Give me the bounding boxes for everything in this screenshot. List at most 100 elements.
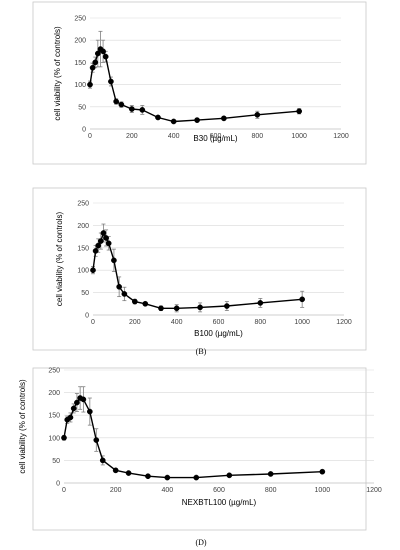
data-point bbox=[226, 472, 233, 479]
y-tick-label: 100 bbox=[74, 82, 86, 89]
data-point bbox=[108, 78, 114, 85]
data-point bbox=[221, 115, 227, 122]
x-tick-label: 1200 bbox=[336, 319, 352, 326]
data-point bbox=[299, 296, 306, 303]
data-point bbox=[100, 48, 106, 55]
data-point bbox=[257, 300, 264, 306]
chart-frame bbox=[32, 367, 367, 531]
data-point bbox=[99, 457, 106, 464]
y-tick-label: 250 bbox=[77, 201, 89, 208]
x-tick-label: 0 bbox=[91, 319, 95, 326]
y-tick-label: 0 bbox=[85, 313, 89, 320]
x-tick-label: 0 bbox=[88, 133, 92, 140]
data-point bbox=[125, 470, 132, 476]
data-point bbox=[80, 396, 87, 403]
y-axis-title: cell viability (% of controls) bbox=[53, 26, 62, 121]
data-point bbox=[90, 267, 96, 274]
data-point bbox=[121, 291, 128, 297]
series-0 bbox=[61, 386, 326, 481]
y-tick-label: 150 bbox=[74, 60, 86, 67]
chart-frame bbox=[32, 187, 367, 351]
chart-panel-2: 0 50 100 150 200 250 0 200 400 600 800 1000 1200 NEXB… bbox=[18, 368, 382, 531]
y-axis-title: cell viability (% of controls) bbox=[18, 379, 27, 474]
x-axis-title: NEXBTL100 (µg/mL) bbox=[182, 498, 257, 507]
y-tick-label: 200 bbox=[77, 223, 89, 230]
footer-panel-label: (D) bbox=[195, 538, 206, 547]
data-point bbox=[197, 304, 203, 311]
data-point bbox=[94, 50, 101, 57]
x-tick-label: 0 bbox=[62, 487, 66, 494]
y-tick-label: 200 bbox=[48, 390, 60, 397]
data-point bbox=[112, 467, 119, 474]
y-tick-label: 250 bbox=[74, 16, 86, 23]
y-tick-label: 50 bbox=[52, 458, 60, 465]
data-point bbox=[93, 437, 100, 443]
panel-label: (B) bbox=[196, 347, 207, 356]
data-point bbox=[170, 118, 177, 125]
data-point bbox=[105, 240, 112, 247]
data-point bbox=[89, 64, 96, 71]
data-point bbox=[67, 414, 74, 421]
data-point bbox=[267, 471, 274, 477]
chart-panel-1: 0 50 100 150 200 250 0 200 400 600 800 1000 1200 B100… bbox=[32, 187, 367, 351]
x-tick-label: 600 bbox=[213, 319, 225, 326]
y-axis-title: cell viability (% of controls) bbox=[55, 212, 64, 307]
data-point bbox=[164, 474, 171, 481]
data-point bbox=[128, 106, 135, 112]
series-0 bbox=[87, 30, 303, 125]
data-point bbox=[111, 257, 117, 264]
data-point bbox=[142, 300, 149, 307]
data-point bbox=[92, 248, 99, 254]
y-tick-label: 100 bbox=[48, 435, 60, 442]
data-point bbox=[74, 399, 80, 406]
x-tick-label: 600 bbox=[213, 487, 225, 494]
data-point bbox=[194, 117, 200, 123]
data-point bbox=[131, 298, 138, 305]
y-tick-label: 0 bbox=[82, 127, 86, 134]
x-tick-label: 800 bbox=[251, 133, 263, 140]
y-tick-label: 50 bbox=[78, 104, 86, 111]
x-tick-label: 1000 bbox=[291, 133, 307, 140]
data-point bbox=[158, 305, 164, 312]
data-point bbox=[102, 53, 109, 60]
data-point bbox=[95, 242, 102, 249]
y-tick-label: 50 bbox=[81, 290, 89, 297]
y-tick-label: 0 bbox=[56, 481, 60, 488]
y-tick-label: 250 bbox=[48, 368, 60, 375]
data-point bbox=[118, 101, 125, 108]
x-tick-label: 600 bbox=[210, 133, 222, 140]
y-tick-label: 150 bbox=[77, 245, 89, 252]
x-axis-title: B100 (µg/mL) bbox=[194, 329, 243, 338]
data-point bbox=[224, 303, 230, 309]
data-point bbox=[145, 473, 151, 480]
x-tick-label: 400 bbox=[168, 133, 180, 140]
data-point bbox=[86, 408, 93, 415]
data-point bbox=[100, 230, 107, 236]
data-point bbox=[113, 98, 119, 105]
data-point bbox=[116, 283, 122, 290]
x-tick-label: 400 bbox=[161, 487, 173, 494]
y-tick-label: 150 bbox=[48, 413, 60, 420]
data-point bbox=[61, 434, 67, 441]
y-tick-label: 200 bbox=[74, 38, 86, 45]
series-0 bbox=[90, 223, 306, 313]
data-point bbox=[319, 468, 326, 475]
data-point bbox=[155, 114, 161, 121]
data-point bbox=[103, 235, 109, 241]
data-point bbox=[296, 108, 303, 115]
x-tick-label: 200 bbox=[110, 487, 122, 494]
x-tick-label: 1000 bbox=[315, 487, 331, 494]
data-point bbox=[92, 59, 99, 66]
x-tick-label: 1200 bbox=[333, 133, 349, 140]
data-point bbox=[87, 81, 93, 88]
x-tick-label: 400 bbox=[171, 319, 183, 326]
chart-panel-0: 0 50 100 150 200 250 0 200 400 600 800 1000 1200 B30 … bbox=[32, 1, 367, 165]
x-tick-label: 1000 bbox=[294, 319, 310, 326]
x-tick-label: 200 bbox=[126, 133, 138, 140]
x-tick-label: 1200 bbox=[366, 487, 382, 494]
x-tick-label: 800 bbox=[254, 319, 266, 326]
data-point bbox=[139, 107, 146, 113]
data-point bbox=[70, 405, 77, 412]
data-point bbox=[254, 111, 261, 118]
